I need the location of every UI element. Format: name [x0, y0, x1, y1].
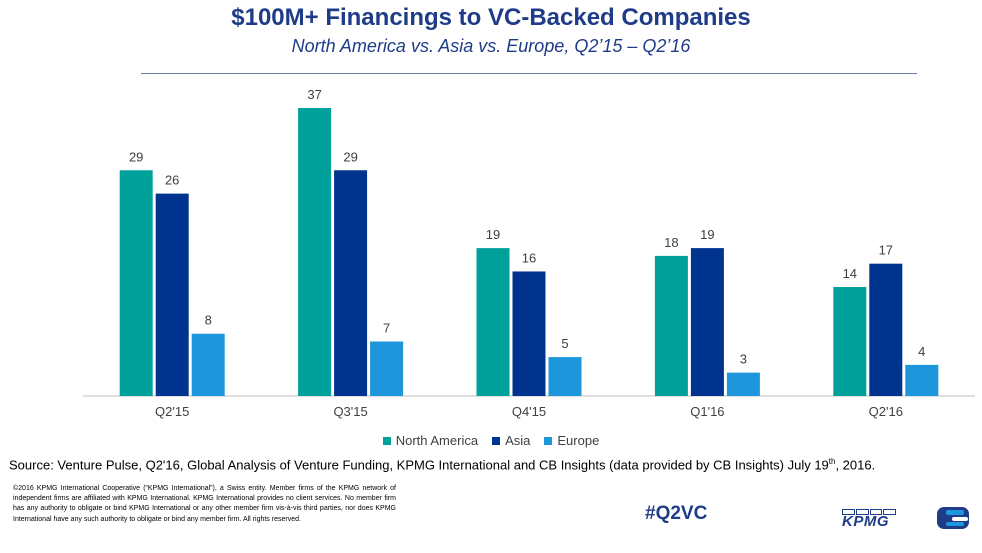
legend-swatch-europe [544, 436, 553, 445]
bar-europe-1 [370, 341, 404, 396]
bar-europe-4 [905, 364, 939, 396]
data-label-asia-0: 26 [165, 173, 179, 188]
legend-label-europe: Europe [557, 433, 600, 448]
data-label-north-america-2: 19 [486, 227, 500, 242]
bar-asia-0 [155, 193, 189, 396]
bar-asia-4 [869, 263, 903, 396]
bar-north-america-0 [119, 170, 153, 396]
x-tick-label-1: Q3'15 [333, 404, 367, 419]
data-label-europe-1: 7 [383, 321, 390, 336]
bar-asia-1 [334, 170, 368, 396]
legend-item-north-america: North America [382, 433, 479, 448]
x-tick-label-2: Q4'15 [512, 404, 546, 419]
chart-title: $100M+ Financings to VC-Backed Companies [231, 4, 751, 31]
data-label-asia-3: 19 [700, 227, 714, 242]
x-tick-label-3: Q1'16 [690, 404, 724, 419]
bar-chart: 29 26 8 Q2'15 37 29 7 Q3'15 19 16 5 Q4'15 18 19 3 Q1'16… [83, 87, 975, 419]
source-superscript: th [828, 457, 836, 466]
cb-insights-icon [937, 507, 969, 529]
legend-item-asia: Asia [492, 433, 530, 448]
bar-north-america-4 [833, 287, 867, 396]
data-label-europe-4: 4 [918, 344, 925, 359]
kpmg-logo-bars [842, 509, 896, 515]
data-label-europe-3: 3 [740, 352, 747, 367]
source-note: Source: Venture Pulse, Q2'16, Global Ana… [9, 457, 974, 472]
data-label-north-america-0: 29 [129, 149, 143, 164]
bar-north-america-2 [476, 248, 510, 396]
data-label-north-america-3: 18 [664, 235, 678, 250]
data-label-europe-2: 5 [561, 336, 568, 351]
data-label-asia-2: 16 [522, 250, 536, 265]
data-label-europe-0: 8 [205, 313, 212, 328]
source-text-end: , 2016. [835, 457, 876, 473]
bar-north-america-3 [654, 255, 688, 396]
kpmg-logo: KPMG [842, 509, 896, 529]
x-tick-label-4: Q2'16 [869, 404, 903, 419]
data-label-asia-1: 29 [343, 149, 357, 164]
chart-legend: North America Asia Europe [0, 433, 982, 448]
bar-asia-3 [690, 248, 724, 396]
data-label-north-america-1: 37 [307, 87, 321, 102]
bar-europe-0 [191, 333, 225, 396]
legend-label-asia: Asia [505, 433, 531, 448]
legend-swatch-north-america [382, 436, 391, 445]
title-divider [141, 73, 917, 74]
legend-swatch-asia [492, 436, 501, 445]
x-tick-label-0: Q2'15 [155, 404, 189, 419]
hashtag: #Q2VC [645, 503, 708, 524]
kpmg-logo-text: KPMG [842, 513, 889, 530]
bar-europe-3 [726, 372, 760, 396]
chart-subtitle: North America vs. Asia vs. Europe, Q2’15… [291, 36, 691, 56]
legend-label-north-america: North America [395, 433, 479, 448]
bar-asia-2 [512, 271, 546, 396]
bar-europe-2 [548, 357, 582, 396]
data-label-asia-4: 17 [879, 243, 893, 258]
bar-north-america-1 [298, 108, 332, 396]
legend-item-europe: Europe [544, 433, 599, 448]
copyright-notice: ©2016 KPMG International Cooperative (“K… [13, 485, 396, 523]
data-label-north-america-4: 14 [843, 266, 857, 281]
source-text: Source: Venture Pulse, Q2'16, Global Ana… [9, 457, 829, 473]
